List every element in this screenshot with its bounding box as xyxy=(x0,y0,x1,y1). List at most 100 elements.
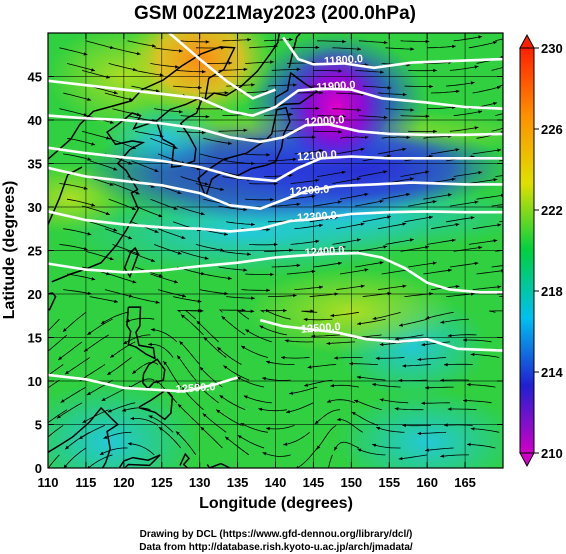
streamline xyxy=(394,408,424,411)
streamline xyxy=(48,364,64,376)
streamline-arrow xyxy=(228,61,233,65)
streamline xyxy=(48,318,60,332)
streamline-arrow xyxy=(447,193,452,197)
streamline xyxy=(362,292,392,297)
streamline xyxy=(385,239,414,245)
streamline-arrow xyxy=(125,318,130,323)
streamline-arrow xyxy=(395,337,399,341)
streamline-arrow xyxy=(351,412,356,416)
streamline-arrow xyxy=(204,256,209,260)
streamline xyxy=(294,286,324,290)
streamline-arrow xyxy=(103,435,108,439)
streamline-arrow xyxy=(182,294,186,298)
contour-label-7: 12400.0 xyxy=(304,244,345,259)
streamline-arrow xyxy=(109,120,114,124)
streamline xyxy=(60,386,87,403)
streamline-arrow xyxy=(466,382,471,387)
streamline-arrow xyxy=(270,272,274,277)
colorbar-tick-label-230: 230 xyxy=(541,41,563,56)
streamline xyxy=(59,244,88,251)
streamline-arrow xyxy=(152,44,156,48)
streamline-arrow xyxy=(474,261,479,266)
streamline xyxy=(101,386,128,402)
streamline-arrow xyxy=(292,83,297,87)
streamline xyxy=(316,425,337,450)
streamline xyxy=(294,224,323,230)
streamline-arrow xyxy=(342,114,346,119)
colorbar-tick-label-214: 214 xyxy=(541,365,563,380)
streamline xyxy=(304,379,333,387)
streamline-arrow xyxy=(199,366,204,371)
streamline-arrow xyxy=(311,334,315,338)
contour-line-9 xyxy=(48,373,238,393)
streamline xyxy=(66,63,95,72)
y-axis-label: Latitude (degrees) xyxy=(1,181,18,320)
contour-line-6 xyxy=(48,210,503,233)
streamline-arrow xyxy=(128,161,133,165)
streamline xyxy=(468,239,498,245)
contour-line-3 xyxy=(48,114,503,144)
streamline-arrow xyxy=(178,110,183,114)
streamline xyxy=(180,115,210,118)
streamline-arrow xyxy=(383,40,388,45)
contour-line-2 xyxy=(48,79,503,117)
streamline-arrow xyxy=(470,352,475,357)
streamline xyxy=(237,434,265,449)
streamline-arrow xyxy=(175,65,179,69)
streamline xyxy=(399,318,428,327)
streamline xyxy=(223,365,250,381)
y-tick-label-35: 35 xyxy=(28,157,42,172)
streamline-arrow xyxy=(319,91,324,95)
streamline xyxy=(157,228,186,239)
streamline xyxy=(425,386,454,389)
streamline-arrow xyxy=(258,407,263,412)
streamline xyxy=(87,318,113,336)
streamline-arrow xyxy=(131,145,136,149)
streamline-arrow xyxy=(266,360,270,364)
streamline xyxy=(423,269,452,275)
streamline xyxy=(400,246,430,252)
streamline xyxy=(173,85,202,89)
streamline xyxy=(63,153,92,161)
streamline xyxy=(271,264,301,268)
streamline-arrow xyxy=(402,147,407,152)
streamline-arrow xyxy=(379,199,384,204)
streamline-arrow xyxy=(155,300,160,304)
streamline-arrow xyxy=(356,177,361,181)
streamline xyxy=(334,357,363,359)
streamline-arrow xyxy=(243,395,248,399)
boundary-west-2 xyxy=(48,166,83,225)
streamline xyxy=(286,195,316,200)
streamline xyxy=(398,379,428,381)
streamline-arrow xyxy=(87,232,92,236)
streamline-arrow xyxy=(243,268,248,272)
streamline-arrow xyxy=(150,328,155,332)
contour-label-8: 12500.0 xyxy=(301,321,342,336)
streamline xyxy=(404,216,433,223)
streamline xyxy=(132,361,159,375)
streamline-arrow xyxy=(474,65,479,69)
streamline xyxy=(87,454,113,468)
contour-line-1-1 xyxy=(168,33,276,100)
streamline xyxy=(336,223,365,230)
streamline xyxy=(314,409,341,425)
streamline-arrow xyxy=(470,216,475,220)
coast-sakhalin xyxy=(288,33,302,68)
streamline xyxy=(245,329,272,343)
streamline-arrow xyxy=(270,60,274,64)
streamline-arrow xyxy=(315,45,320,50)
streamline xyxy=(215,409,242,426)
streamline-arrow xyxy=(417,357,422,362)
contour-label-9: 12500.0 xyxy=(175,381,216,396)
streamline-arrow xyxy=(508,309,512,313)
x-tick-label-130: 130 xyxy=(189,475,211,490)
streamline-arrow xyxy=(158,427,163,431)
streamline xyxy=(48,409,68,424)
streamline xyxy=(264,174,293,177)
streamline xyxy=(309,216,339,223)
streamline-arrow xyxy=(180,314,185,319)
streamline-arrow xyxy=(409,238,414,242)
coast-borneo xyxy=(48,406,120,468)
contour-line-4 xyxy=(48,146,503,183)
streamline xyxy=(63,289,92,295)
